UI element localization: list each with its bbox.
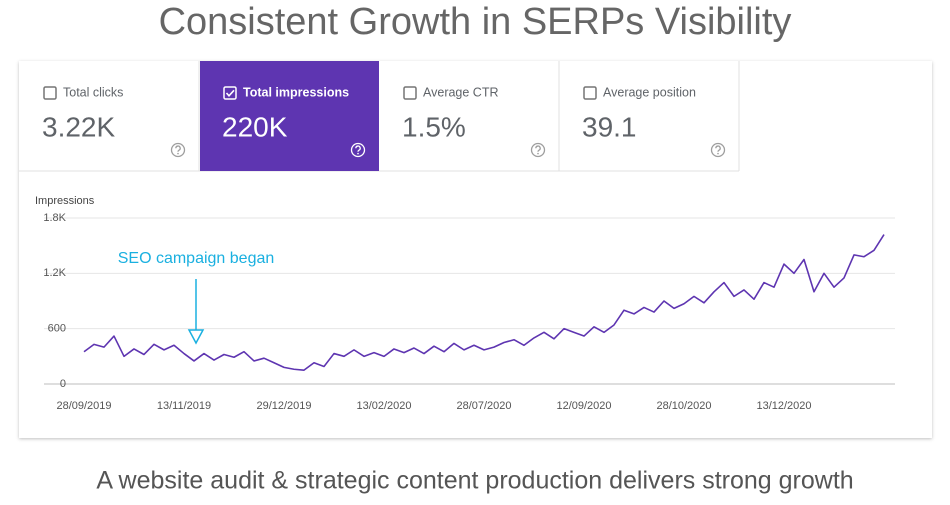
x-tick-label: 28/07/2020 — [456, 400, 511, 412]
card — [19, 61, 932, 438]
metric-card[interactable]: Average CTR 1.5% — [402, 61, 560, 171]
caption: A website audit & strategic content prod… — [96, 467, 853, 495]
x-tick-label: 13/12/2020 — [756, 400, 811, 412]
y-tick-label: 0 — [60, 378, 66, 390]
metric-label: Average position — [603, 85, 696, 99]
chart: Impressions 0 600 1.2K 1.8K 28/09/2019 13/11/2… — [35, 195, 895, 412]
metric-value: 3.22K — [42, 111, 115, 142]
x-tick-label: 29/12/2019 — [256, 400, 311, 412]
help-icon[interactable] — [710, 142, 726, 158]
help-dot — [177, 152, 179, 155]
y-axis-label: Impressions — [35, 195, 95, 207]
metric-value: 220K — [222, 111, 288, 142]
metric-bg — [200, 61, 379, 171]
series-line — [83, 234, 885, 371]
help-dot — [357, 152, 359, 155]
help-icon[interactable] — [170, 142, 186, 158]
checkbox[interactable] — [583, 86, 597, 100]
x-tick-label: 13/02/2020 — [356, 400, 411, 412]
metric-card[interactable]: Total impressions 220K — [200, 61, 379, 171]
checkbox[interactable] — [223, 86, 237, 100]
checkmark — [225, 89, 235, 97]
metric-value: 39.1 — [582, 111, 637, 142]
x-tick-label: 13/11/2019 — [157, 400, 211, 412]
metric-label: Total clicks — [63, 85, 123, 99]
metric-label: Total impressions — [243, 85, 349, 99]
y-tick-label: 1.8K — [43, 212, 66, 224]
checkbox[interactable] — [43, 86, 57, 100]
metric-card[interactable]: Total clicks 3.22K — [42, 61, 200, 171]
help-icon[interactable] — [530, 142, 546, 158]
help-dot — [537, 152, 539, 155]
metric-card[interactable]: Average position 39.1 — [582, 61, 740, 171]
help-glyph — [715, 145, 721, 152]
help-icon[interactable] — [350, 142, 366, 158]
y-tick-label: 600 — [48, 323, 66, 335]
metrics: Total clicks 3.22K Total impressions 220K Av… — [42, 61, 740, 171]
checkbox[interactable] — [403, 86, 417, 100]
help-glyph — [535, 145, 541, 152]
help-glyph — [355, 145, 361, 152]
metric-label: Average CTR — [423, 85, 499, 99]
page-title: Consistent Growth in SERPs Visibility — [159, 1, 792, 43]
y-tick-label: 1.2K — [43, 267, 66, 279]
help-dot — [717, 152, 719, 155]
metric-value: 1.5% — [402, 111, 466, 142]
x-tick-label: 28/09/2019 — [56, 400, 111, 412]
x-tick-label: 28/10/2020 — [656, 400, 711, 412]
help-glyph — [175, 145, 181, 152]
x-tick-label: 12/09/2020 — [556, 400, 611, 412]
annotation: SEO campaign began — [118, 250, 275, 267]
annotation-arrowhead — [187, 329, 205, 345]
